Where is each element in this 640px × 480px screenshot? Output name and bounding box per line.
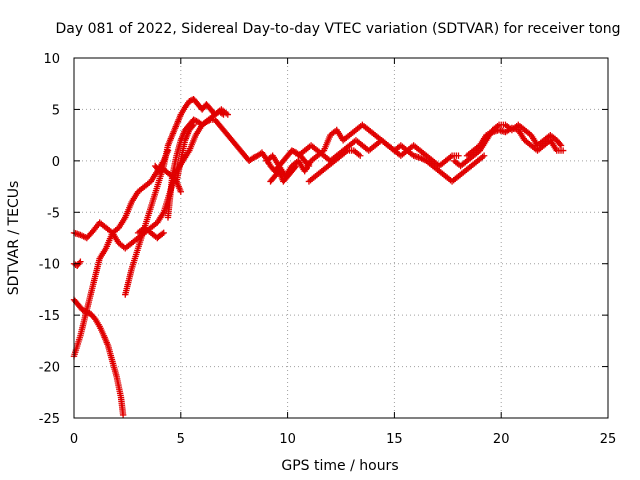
y-tick-label: -5 — [47, 206, 60, 221]
y-tick-label: -25 — [39, 412, 60, 427]
data-point — [159, 230, 166, 238]
y-tick-labels: 10 5 0 -5 -10 -15 -20 -25 — [39, 52, 60, 427]
data-points — [70, 95, 567, 419]
y-tick-label: -10 — [39, 258, 60, 273]
plot-frame — [73, 57, 609, 419]
data-point — [177, 188, 184, 195]
data-point — [189, 122, 196, 130]
x-tick-label: 25 — [600, 432, 617, 447]
data-point — [559, 147, 567, 154]
data-point — [204, 117, 212, 125]
y-axis-title: SDTVAR / TECUs — [6, 181, 22, 296]
data-point — [292, 162, 300, 170]
data-point — [203, 118, 210, 125]
data-point — [218, 110, 226, 117]
chart-title: Day 081 of 2022, Sidereal Day-to-day VTE… — [55, 21, 620, 37]
data-point — [250, 154, 257, 161]
data-point — [290, 148, 297, 155]
data-point — [119, 411, 127, 419]
axis-ticks — [73, 57, 609, 419]
data-point — [288, 147, 296, 154]
data-point — [357, 152, 364, 159]
x-tick-label: 5 — [177, 432, 185, 447]
data-point — [291, 164, 299, 171]
data-point — [190, 121, 197, 129]
x-tick-label: 15 — [386, 432, 403, 447]
x-tick-label: 10 — [279, 432, 296, 447]
y-tick-label: 10 — [43, 52, 60, 67]
x-tick-label: 0 — [70, 432, 78, 447]
y-tick-label: 5 — [52, 103, 60, 118]
data-point — [480, 152, 488, 159]
data-point — [76, 259, 83, 267]
data-point — [251, 153, 259, 161]
y-tick-label: -15 — [39, 309, 60, 324]
x-tick-label: 20 — [493, 432, 510, 447]
data-point — [191, 117, 199, 124]
data-point — [160, 229, 167, 237]
x-axis-title: GPS time / hours — [281, 458, 398, 474]
data-point — [159, 166, 166, 173]
data-point — [206, 117, 213, 124]
data-point — [455, 152, 462, 159]
y-tick-label: -20 — [39, 361, 60, 376]
data-point — [556, 140, 564, 148]
data-point — [156, 167, 163, 175]
data-point — [220, 111, 227, 118]
data-point — [77, 258, 84, 265]
data-point — [186, 98, 193, 105]
y-tick-label: 0 — [52, 155, 60, 170]
x-tick-labels: 0 5 10 15 20 25 — [70, 432, 616, 447]
